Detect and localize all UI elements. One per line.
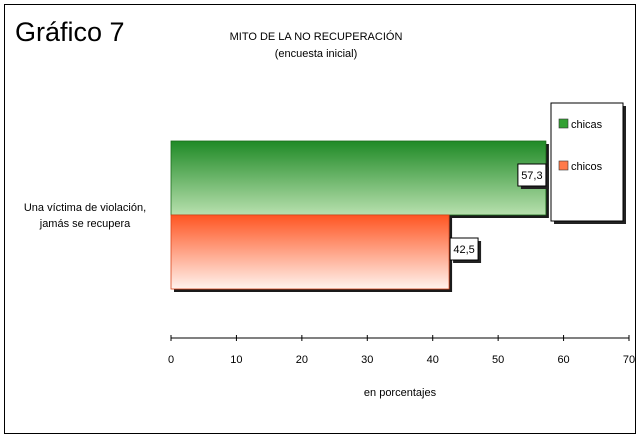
x-axis-label: en porcentajes bbox=[364, 387, 437, 399]
chart-frame: Gráfico 7 MITO DE LA NO RECUPERACIÓN (en… bbox=[4, 4, 636, 434]
bar-chicos bbox=[170, 214, 450, 290]
data-label-chicas: 57,3 bbox=[521, 170, 542, 182]
category-label: Una víctima de violación, bbox=[24, 202, 146, 214]
bar-chicas bbox=[170, 140, 547, 216]
chart-title-block: MITO DE LA NO RECUPERACIÓN (encuesta ini… bbox=[201, 29, 431, 63]
data-label-box bbox=[517, 163, 547, 187]
x-tick-label: 50 bbox=[492, 354, 504, 366]
legend-swatch-chicas bbox=[558, 118, 569, 129]
x-tick-label: 70 bbox=[623, 354, 635, 366]
data-label-chicos: 42,5 bbox=[453, 244, 474, 256]
figure-label: Gráfico 7 bbox=[15, 17, 125, 47]
legend-swatch-chicos bbox=[558, 160, 569, 171]
category-label: jamás se recupera bbox=[39, 218, 131, 230]
x-tick-label: 40 bbox=[427, 354, 439, 366]
x-tick-label: 0 bbox=[168, 354, 174, 366]
x-tick-label: 20 bbox=[296, 354, 308, 366]
legend-label-chicos: chicos bbox=[571, 161, 603, 173]
x-tick-label: 10 bbox=[230, 354, 242, 366]
chart-subtitle: (encuesta inicial) bbox=[274, 48, 358, 60]
data-label-box bbox=[449, 237, 479, 261]
x-tick-label: 30 bbox=[361, 354, 373, 366]
bar-chart: 57,3 42,5 Una víctima de violación, jamás s… bbox=[24, 102, 635, 399]
legend-label-chicas: chicas bbox=[571, 119, 603, 131]
chart-title: MITO DE LA NO RECUPERACIÓN bbox=[229, 31, 403, 43]
x-tick-label: 60 bbox=[557, 354, 569, 366]
